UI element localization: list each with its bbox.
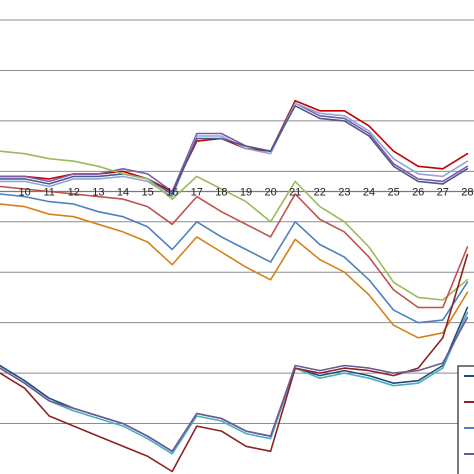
x-tick-label: 17 (191, 187, 203, 199)
x-tick-label: 21 (289, 187, 301, 199)
series-line-4 (0, 150, 469, 301)
x-tick-label: 10 (18, 187, 30, 199)
x-tick-label: 16 (166, 187, 178, 199)
series-line-1 (0, 102, 469, 193)
x-tick-label: 25 (387, 187, 399, 199)
x-tick-label: 14 (117, 187, 129, 199)
legend-box (457, 365, 474, 474)
x-tick-label: 22 (314, 187, 326, 199)
series-lines (0, 99, 469, 473)
x-tick-label: 15 (141, 187, 153, 199)
x-tick-label: 12 (68, 187, 80, 199)
x-tick-label: 11 (43, 187, 54, 199)
gridlines (0, 19, 474, 425)
x-tick-label: 18 (215, 187, 227, 199)
series-line-3 (0, 105, 469, 195)
series-line-6 (0, 193, 469, 324)
series-line-2 (0, 102, 469, 198)
x-tick-label: 20 (264, 187, 276, 199)
x-tick-labels: 10 11 12 13 14 15 16 17 18 19 20 21 22 23 24 25 26 27 28 (18, 187, 473, 199)
series-line-9 (0, 311, 469, 455)
series-line-8 (0, 306, 469, 453)
legend (457, 365, 474, 474)
series-line-5 (0, 185, 469, 309)
series-line-11 (0, 316, 469, 453)
series-line-7 (0, 203, 469, 339)
x-tick-label: 27 (437, 187, 449, 199)
x-tick-label: 28 (461, 187, 473, 199)
x-tick-label: 26 (412, 187, 424, 199)
x-tick-label: 19 (240, 187, 252, 199)
series-line-10 (0, 253, 469, 473)
x-tick-label: 13 (92, 187, 104, 199)
x-tick-label: 23 (338, 187, 350, 199)
x-tick-label: 24 (363, 187, 375, 199)
